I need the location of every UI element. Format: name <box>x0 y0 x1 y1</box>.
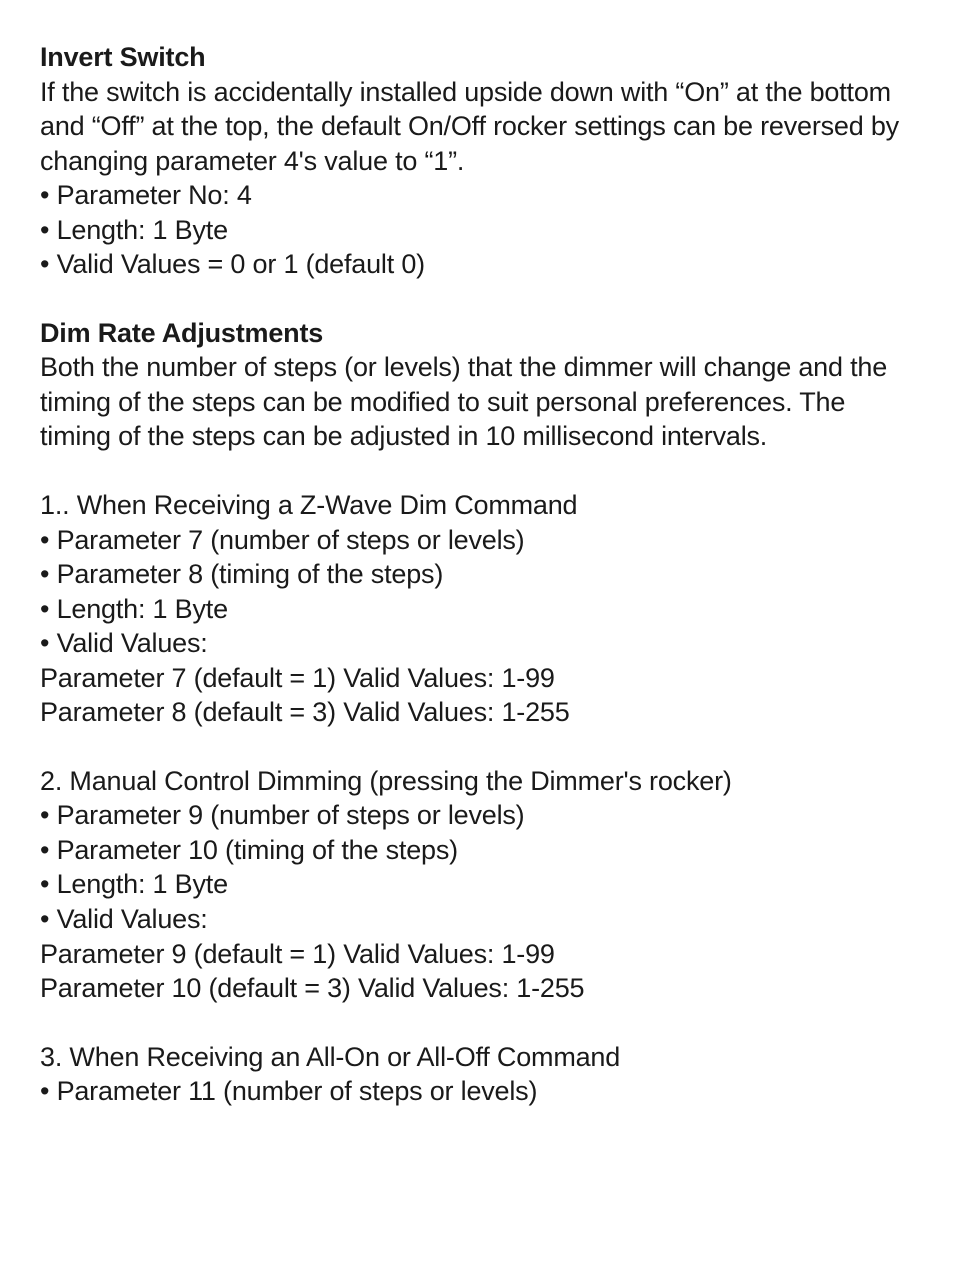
bullet-item: Parameter 7 (number of steps or levels) <box>40 523 918 558</box>
bullet-item: Valid Values: <box>40 902 918 937</box>
bullet-item: Length: 1 Byte <box>40 213 918 248</box>
valid-values-line: Parameter 10 (default = 3) Valid Values:… <box>40 971 918 1006</box>
body-dim-rate: Both the number of steps (or levels) tha… <box>40 350 918 454</box>
bullet-item: Valid Values: <box>40 626 918 661</box>
bullet-item: Length: 1 Byte <box>40 592 918 627</box>
bullets-all-on-off: Parameter 11 (number of steps or levels) <box>40 1074 918 1109</box>
bullet-item: Length: 1 Byte <box>40 867 918 902</box>
bullet-item: Parameter 9 (number of steps or levels) <box>40 798 918 833</box>
bullet-item: Valid Values = 0 or 1 (default 0) <box>40 247 918 282</box>
section-dim-rate: Dim Rate Adjustments Both the number of … <box>40 316 918 454</box>
bullet-item: Parameter 8 (timing of the steps) <box>40 557 918 592</box>
body-invert-switch: If the switch is accidentally installed … <box>40 75 918 179</box>
bullet-item: Parameter 11 (number of steps or levels) <box>40 1074 918 1109</box>
valid-values-line: Parameter 7 (default = 1) Valid Values: … <box>40 661 918 696</box>
heading-dim-rate: Dim Rate Adjustments <box>40 316 918 351</box>
heading-invert-switch: Invert Switch <box>40 40 918 75</box>
subsection-title: 3. When Receiving an All-On or All-Off C… <box>40 1040 918 1075</box>
bullets-manual-dim: Parameter 9 (number of steps or levels) … <box>40 798 918 936</box>
subsection-manual-dim: 2. Manual Control Dimming (pressing the … <box>40 764 918 1006</box>
section-invert-switch: Invert Switch If the switch is accidenta… <box>40 40 918 282</box>
subsection-all-on-off: 3. When Receiving an All-On or All-Off C… <box>40 1040 918 1109</box>
valid-values-line: Parameter 9 (default = 1) Valid Values: … <box>40 937 918 972</box>
subsection-title: 1.. When Receiving a Z-Wave Dim Command <box>40 488 918 523</box>
bullet-item: Parameter 10 (timing of the steps) <box>40 833 918 868</box>
valid-values-line: Parameter 8 (default = 3) Valid Values: … <box>40 695 918 730</box>
bullets-zwave-dim: Parameter 7 (number of steps or levels) … <box>40 523 918 661</box>
subsection-zwave-dim: 1.. When Receiving a Z-Wave Dim Command … <box>40 488 918 730</box>
subsection-title: 2. Manual Control Dimming (pressing the … <box>40 764 918 799</box>
bullets-invert-switch: Parameter No: 4 Length: 1 Byte Valid Val… <box>40 178 918 282</box>
bullet-item: Parameter No: 4 <box>40 178 918 213</box>
